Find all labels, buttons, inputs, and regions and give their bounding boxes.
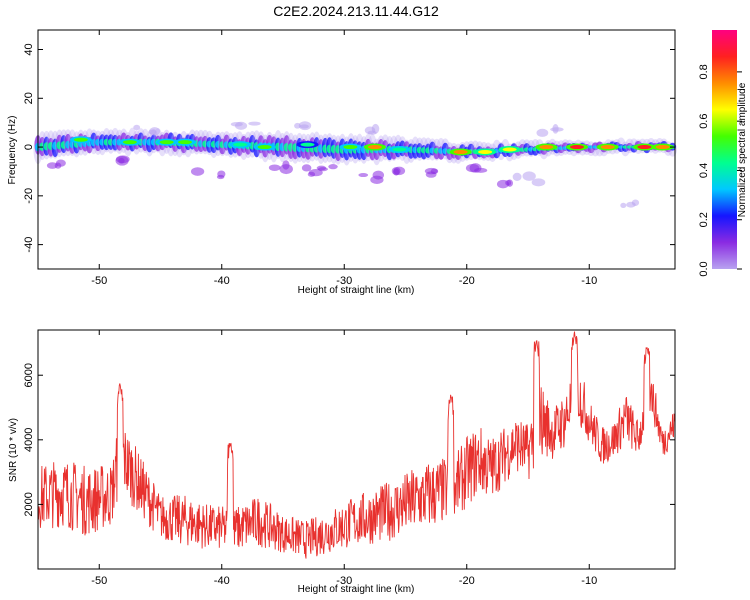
spectrogram-blob bbox=[620, 202, 627, 209]
spectrogram-y-tick-label: -20 bbox=[23, 188, 35, 204]
spectrogram-hotspot-core bbox=[159, 140, 174, 145]
snr-x-tick-label: -30 bbox=[336, 575, 352, 587]
snr-y-tick-label: 4000 bbox=[23, 428, 35, 452]
spectrogram-blob bbox=[531, 178, 546, 187]
colorbar: 0.0 0.2 0.4 0.6 0.8 Normalized spectral ampl… bbox=[698, 30, 748, 277]
spectrogram-blob bbox=[522, 171, 536, 181]
spectrogram-hotspot-core bbox=[570, 145, 584, 150]
snr-y-ticks: 2000 4000 6000 bbox=[23, 363, 675, 517]
spectrogram-x-tick-label: -10 bbox=[581, 275, 597, 287]
colorbar-gradient bbox=[712, 30, 737, 269]
spectrogram-frame bbox=[37, 29, 676, 270]
colorbar-tick-label: 0.4 bbox=[698, 163, 710, 178]
snr-y-axis-label: SNR (10 * v/v) bbox=[8, 418, 19, 482]
colorbar-tick-label: 0.0 bbox=[698, 261, 710, 276]
spectrogram-hotspot-core bbox=[300, 142, 315, 147]
spectrogram-hotspot-core bbox=[392, 147, 407, 152]
spectrogram-hotspot-core bbox=[367, 145, 382, 150]
spectrogram-blob bbox=[118, 157, 125, 164]
spectrogram-hotspot-core bbox=[655, 145, 670, 150]
spectrogram-blob bbox=[328, 164, 338, 170]
snr-x-tick-label: -40 bbox=[214, 575, 230, 587]
colorbar-ticks: 0.0 0.2 0.4 0.6 0.8 bbox=[698, 64, 742, 277]
spectrogram-hotspot-core bbox=[478, 149, 493, 154]
snr-x-ticks: -50 -40 -30 -20 -10 bbox=[91, 330, 597, 587]
spectrogram-y-tick-label: -40 bbox=[23, 237, 35, 253]
spectrogram-x-ticks: -50 -40 -30 -20 -10 bbox=[91, 30, 597, 287]
spectrogram-blob bbox=[268, 164, 281, 171]
spectrogram-blob bbox=[298, 121, 312, 131]
spectrogram-blob bbox=[550, 127, 564, 132]
spectrogram-blob bbox=[474, 167, 488, 173]
spectrogram-blob bbox=[301, 164, 312, 172]
spectrogram-blob bbox=[55, 159, 66, 167]
spectrogram-panel: -50 -40 -30 -20 -10 -40 -20 0 20 40 Height of st… bbox=[7, 29, 678, 296]
colorbar-tick-label: 0.2 bbox=[698, 212, 710, 227]
spectrogram-cells bbox=[33, 121, 678, 209]
spectrogram-blob bbox=[217, 170, 226, 178]
spectrogram-hotspot-core bbox=[453, 149, 468, 154]
spectrogram-blob bbox=[190, 167, 205, 176]
spectrogram-blob bbox=[424, 167, 438, 175]
spectrogram-blob bbox=[358, 173, 369, 178]
spectrogram-blob bbox=[308, 169, 323, 177]
spectrogram-blob bbox=[506, 179, 514, 187]
spectrogram-hotspot-core bbox=[539, 145, 554, 150]
spectrogram-blob bbox=[512, 172, 522, 182]
spectrogram-blob bbox=[294, 122, 301, 129]
snr-y-tick-label: 6000 bbox=[23, 363, 35, 387]
snr-x-axis-label: Height of straight line (km) bbox=[298, 584, 415, 595]
spectrogram-blob bbox=[626, 201, 636, 208]
snr-x-tick-label: -20 bbox=[459, 575, 475, 587]
snr-y-tick-label: 2000 bbox=[23, 492, 35, 516]
spectrogram-hotspot-core bbox=[178, 140, 192, 145]
spectrogram-y-ticks: -40 -20 0 20 40 bbox=[23, 43, 675, 253]
spectrogram-hotspot-core bbox=[122, 140, 137, 145]
snr-x-tick-label: -10 bbox=[581, 575, 597, 587]
spectrogram-y-axis-label: Frequency (Hz) bbox=[7, 116, 18, 185]
spectrogram-blob bbox=[316, 165, 327, 171]
snr-series bbox=[37, 331, 676, 559]
snr-frame bbox=[37, 329, 676, 570]
spectrogram-hotspot-core bbox=[257, 145, 272, 150]
spectrogram-x-tick-label: -20 bbox=[459, 275, 475, 287]
spectrogram-x-tick-label: -50 bbox=[91, 275, 107, 287]
snr-line bbox=[37, 331, 676, 559]
spectrogram-y-tick-label: 0 bbox=[23, 144, 35, 150]
spectrogram-y-tick-label: 40 bbox=[23, 43, 35, 55]
spectrogram-blob bbox=[371, 123, 380, 134]
spectrogram-hotspot-core bbox=[637, 145, 652, 150]
snr-x-tick-label: -50 bbox=[91, 575, 107, 587]
spectrogram-blob bbox=[393, 166, 406, 176]
spectrogram-blob bbox=[248, 121, 261, 126]
spectrogram-blob bbox=[372, 170, 385, 180]
spectrogram-hotspot-core bbox=[343, 145, 358, 150]
spectrogram-blob bbox=[536, 128, 549, 137]
spectrogram-hotspot-core bbox=[502, 147, 517, 152]
spectrogram-blob bbox=[234, 121, 248, 130]
spectrogram-blob bbox=[46, 162, 58, 169]
spectrogram-x-tick-label: -40 bbox=[214, 275, 230, 287]
snr-panel: -50 -40 -30 -20 -10 2000 4000 6000 Height of s… bbox=[8, 329, 676, 595]
colorbar-tick-label: 0.8 bbox=[698, 64, 710, 79]
spectrogram-blob bbox=[149, 127, 161, 136]
spectrogram-blob bbox=[133, 124, 141, 131]
spectrogram-y-tick-label: 20 bbox=[23, 92, 35, 104]
spectrogram-hotspot-core bbox=[600, 145, 615, 150]
spectrogram-blob bbox=[282, 160, 290, 170]
spectrogram-hotspot-core bbox=[73, 137, 88, 142]
spectrogram-x-axis-label: Height of straight line (km) bbox=[298, 285, 415, 296]
chart-title: C2E2.2024.213.11.44.G12 bbox=[273, 3, 439, 19]
colorbar-label: Normalized spectral amplitude bbox=[737, 82, 748, 217]
spectrogram-hotspot-core bbox=[233, 142, 248, 147]
colorbar-tick-label: 0.6 bbox=[698, 114, 710, 129]
spectrogram-x-tick-label: -30 bbox=[336, 275, 352, 287]
